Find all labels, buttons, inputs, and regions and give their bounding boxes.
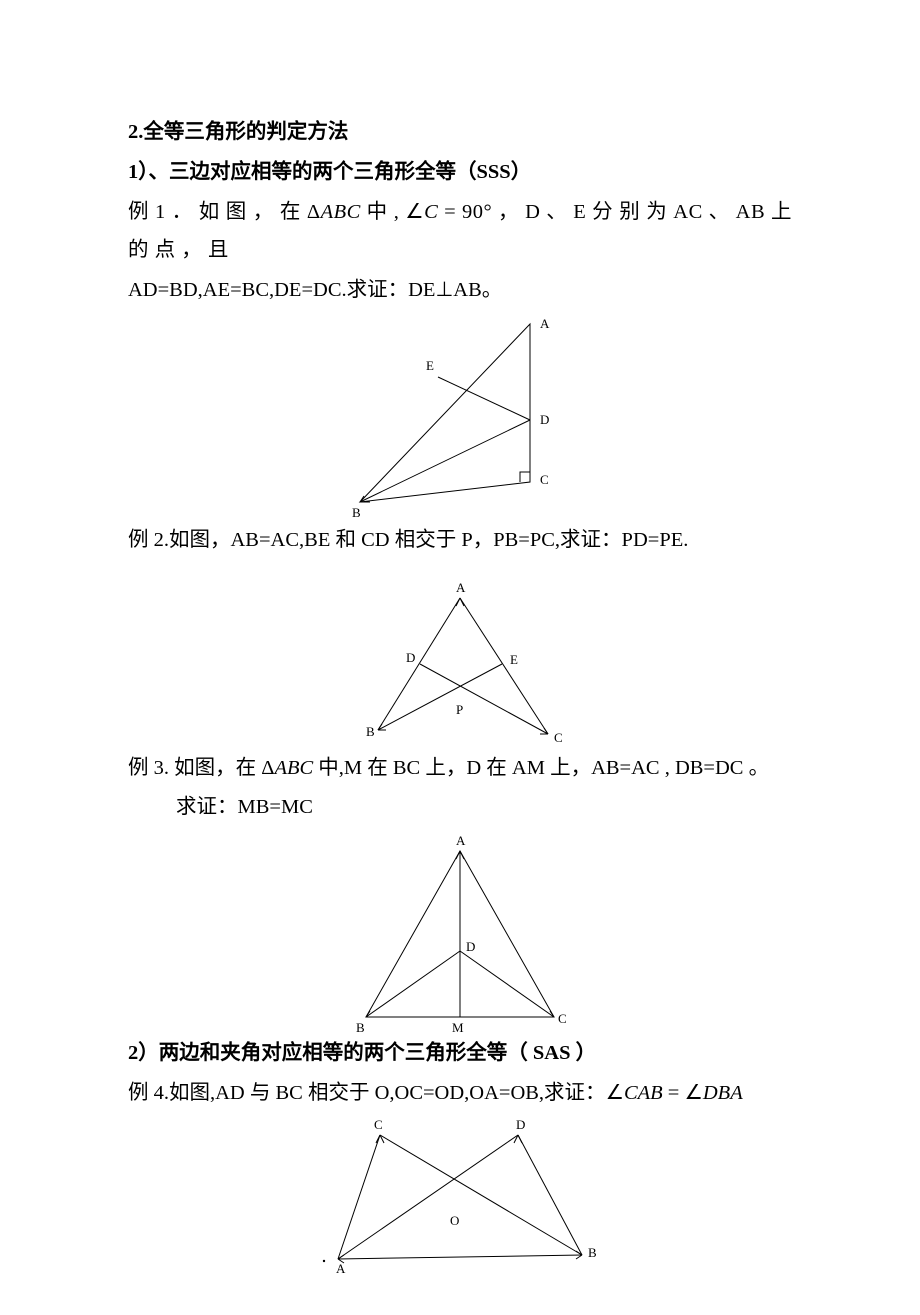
figure-1-wrap: A C B D E	[128, 312, 792, 522]
fig2-label-e: E	[510, 652, 518, 667]
example-2-line: 例 2.如图，AB=AC,BE 和 CD 相交于 P，PB=PC,求证：PD=P…	[128, 522, 792, 560]
ex1-text-a: 例 1 ． 如 图 ， 在	[128, 201, 307, 223]
fig4-dot	[323, 1260, 325, 1262]
fig2-label-d: D	[406, 650, 415, 665]
fig4-label-d: D	[516, 1117, 525, 1132]
heading-2-prefix: 2.	[128, 121, 143, 143]
subheading-sas-text: 两边和夹角对应相等的两个三角形全等（ SAS ）	[159, 1042, 596, 1064]
example-3-line-2: 求证：MB=MC	[128, 789, 792, 827]
fig1-label-a: A	[540, 316, 550, 331]
heading-2-text: 全等三角形的判定方法	[143, 121, 348, 143]
ex3-triangle: ΔABC	[261, 757, 313, 779]
ex1-angle: ∠C = 90°	[405, 201, 492, 223]
subheading-sss-prefix: 1）、	[128, 161, 169, 183]
fig4-label-c: C	[374, 1117, 383, 1132]
figure-2: A B C D E P	[330, 580, 590, 750]
ex1-text-b: 中 ,	[361, 201, 405, 223]
figure-4: C D A B O	[310, 1115, 610, 1275]
fig1-label-b: B	[352, 505, 361, 520]
fig2-label-b: B	[366, 724, 375, 739]
fig4-label-b: B	[588, 1245, 597, 1260]
figure-1: A C B D E	[330, 312, 590, 522]
fig2-label-c: C	[554, 730, 563, 745]
fig3-label-c: C	[558, 1011, 567, 1026]
example-4-line: 例 4.如图,AD 与 BC 相交于 O,OC=OD,OA=OB,求证：∠CAB…	[128, 1075, 792, 1113]
example-1-line-1: 例 1 ． 如 图 ， 在 ΔABC 中 , ∠C = 90° ， D 、 E …	[128, 194, 792, 270]
fig1-label-d: D	[540, 412, 549, 427]
subheading-sas-prefix: 2）	[128, 1042, 159, 1064]
fig4-label-o: O	[450, 1213, 459, 1228]
figure-3: A B C M D	[330, 835, 590, 1035]
fig2-label-p: P	[456, 702, 463, 717]
fig3-label-a: A	[456, 835, 466, 848]
subheading-sss: 1）、三边对应相等的两个三角形全等（SSS）	[128, 154, 792, 192]
subheading-sas: 2）两边和夹角对应相等的两个三角形全等（ SAS ）	[128, 1035, 792, 1073]
figure-2-wrap: A B C D E P	[128, 562, 792, 750]
fig3-label-d: D	[466, 939, 475, 954]
figure-3-wrap: A B C M D	[128, 829, 792, 1035]
ex1-triangle: ΔABC	[307, 201, 361, 223]
document-page: 2.全等三角形的判定方法 1）、三边对应相等的两个三角形全等（SSS） 例 1 …	[0, 0, 920, 1315]
fig3-label-b: B	[356, 1020, 365, 1035]
example-3-line-1: 例 3. 如图，在 ΔABC 中,M 在 BC 上，D 在 AM 上，AB=AC…	[128, 750, 792, 788]
subheading-sss-text: 三边对应相等的两个三角形全等（SSS）	[169, 161, 531, 183]
fig1-label-e: E	[426, 358, 434, 373]
fig2-label-a: A	[456, 580, 466, 595]
ex3-text-a: 例 3. 如图，在	[128, 757, 261, 779]
fig4-label-a: A	[336, 1261, 346, 1275]
fig3-label-m: M	[452, 1020, 464, 1035]
heading-2: 2.全等三角形的判定方法	[128, 114, 792, 152]
figure-4-wrap: C D A B O	[128, 1115, 792, 1275]
ex3-text-b: 中,M 在 BC 上，D 在 AM 上，AB=AC , DB=DC 。	[313, 757, 769, 779]
ex4-text-a: 例 4.如图,AD 与 BC 相交于 O,OC=OD,OA=OB,求证：	[128, 1082, 606, 1104]
example-1-line-2: AD=BD,AE=BC,DE=DC.求证：DE⊥AB。	[128, 272, 792, 310]
ex4-angle: ∠CAB = ∠DBA	[606, 1082, 743, 1104]
fig1-label-c: C	[540, 472, 549, 487]
